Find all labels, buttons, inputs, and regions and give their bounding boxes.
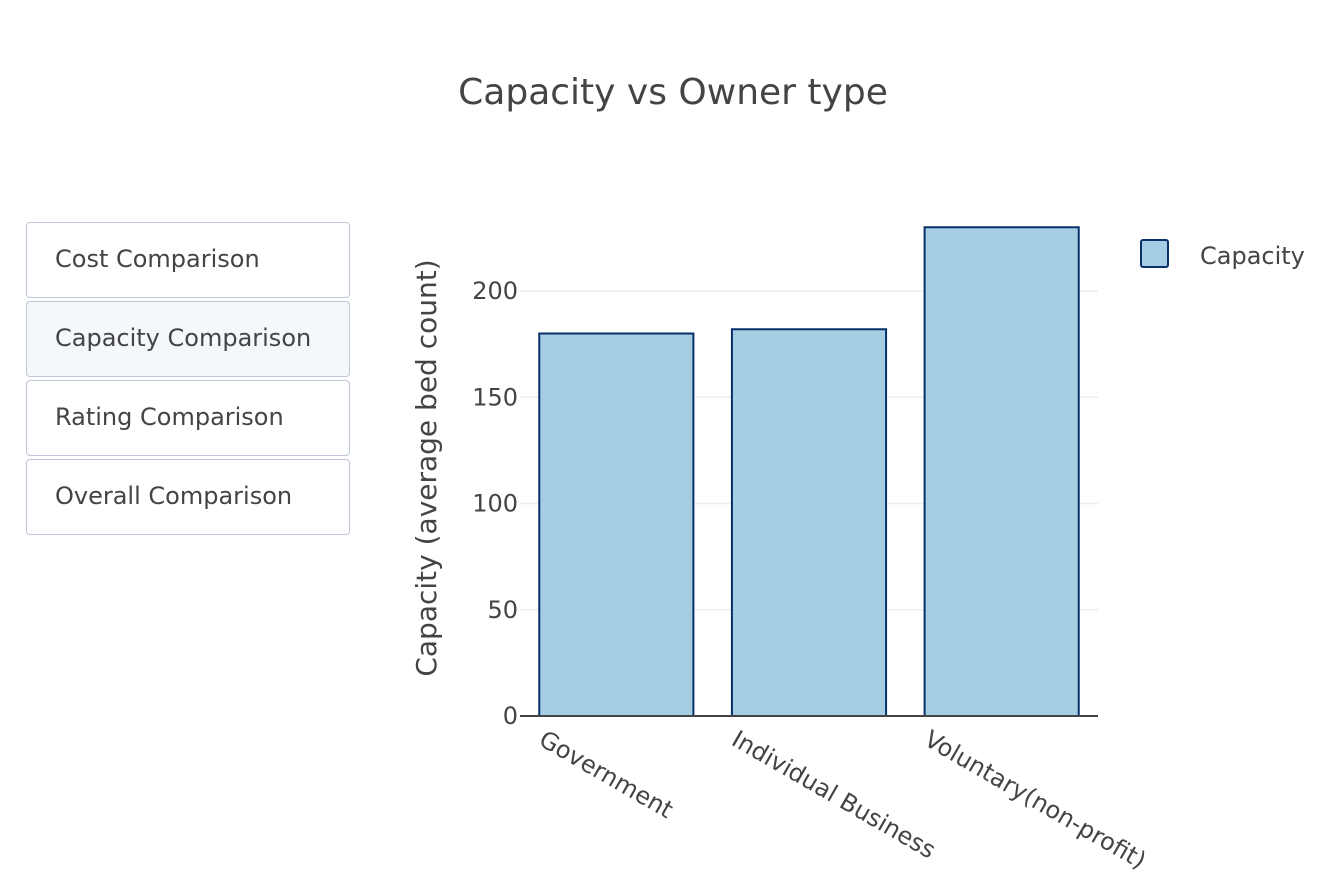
legend[interactable]: Capacity [1140,239,1305,270]
bars [538,226,1080,717]
x-tick-labels: Government Individual BusinessVoluntary(n… [534,725,1151,875]
cost-comparison-button[interactable]: Cost Comparison [26,222,350,298]
x-tick-label-voluntary-non-profit: Voluntary(non-profit) [920,725,1151,875]
overall-comparison-button[interactable]: Overall Comparison [26,459,350,535]
x-tick-label-individual-business: Individual Business [727,725,940,864]
rating-comparison-button[interactable]: Rating Comparison [26,380,350,456]
comparison-menu: Cost Comparison Capacity Comparison Rati… [26,222,350,538]
y-tick-label-150: 150 [472,383,518,411]
y-axis-title: Capacity (average bed count) [410,259,443,676]
bar-individual-business [730,328,888,717]
y-tick-label-50: 50 [487,596,518,624]
capacity-comparison-button[interactable]: Capacity Comparison [26,301,350,377]
x-tick-label-government: Government [534,725,678,824]
legend-label: Capacity [1200,242,1305,270]
y-tick-labels: 0 50 100 150 200 [472,277,518,730]
legend-swatch [1140,239,1169,268]
chart-title: Capacity vs Owner type [458,72,888,113]
y-tick-label-0: 0 [503,702,518,730]
bar-government [538,332,695,717]
bar-voluntary-non-profit [923,226,1080,717]
y-tick-label-100: 100 [472,490,518,518]
y-tick-label-200: 200 [472,277,518,305]
